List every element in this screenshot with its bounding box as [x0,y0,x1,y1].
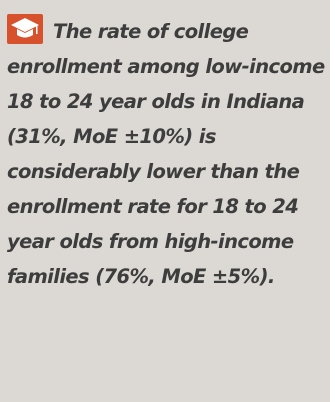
callout-text: The rate of college enrollment among low… [7,20,325,288]
graduation-cap-icon [7,14,43,44]
callout-paragraph: The rate of college enrollment among low… [7,14,330,294]
